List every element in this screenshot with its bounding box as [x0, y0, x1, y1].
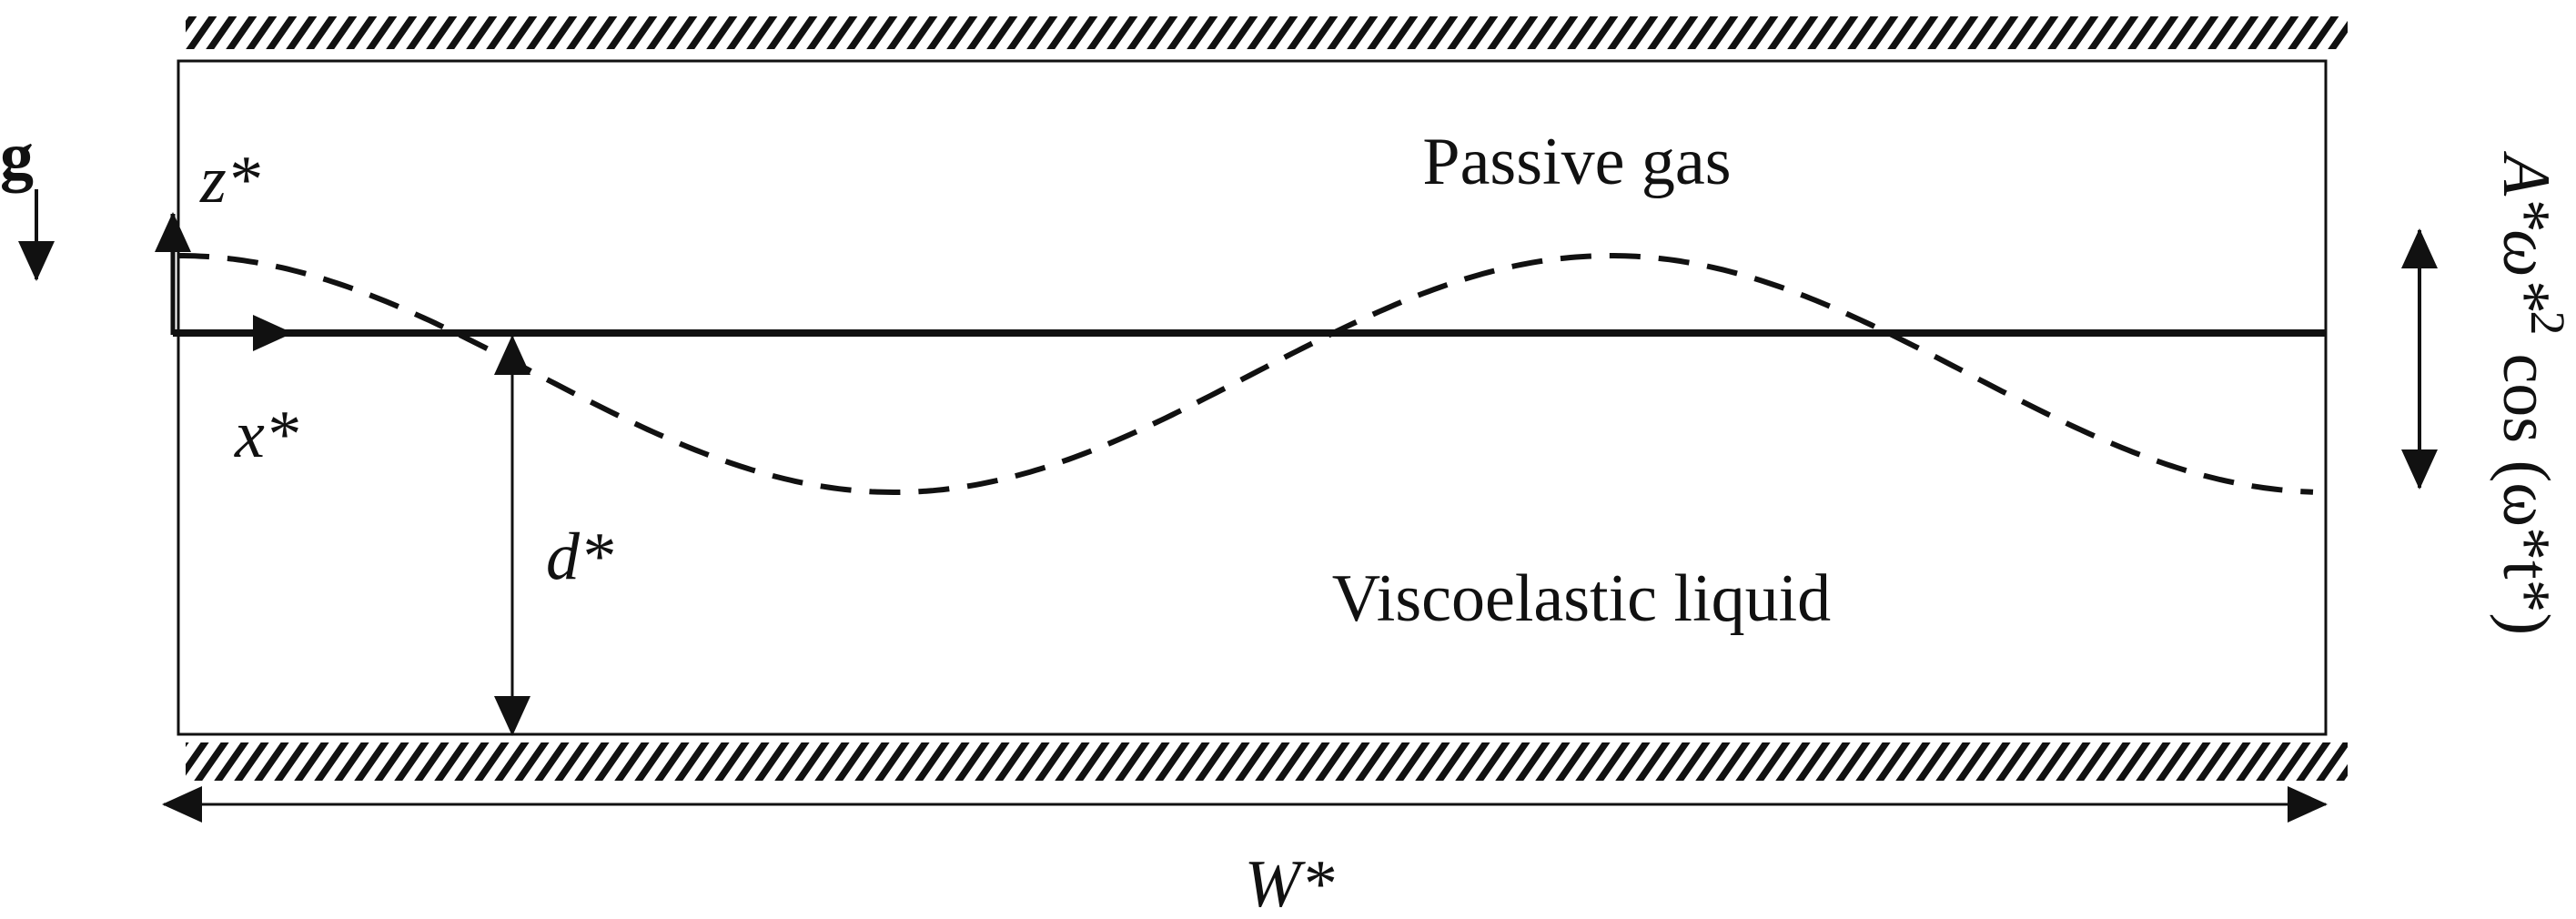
forcing-rest: cos (ω*t*) [2489, 353, 2563, 635]
x-axis-label: x* [234, 398, 298, 472]
gravity-label: g [0, 119, 34, 194]
forcing-base: A*ω* [2489, 150, 2563, 310]
width-label: W* [1245, 847, 1335, 919]
perturbed-interface [178, 253, 2314, 495]
liquid-label: Viscoelastic liquid [1332, 561, 1831, 636]
z-axis-label: z* [199, 143, 260, 217]
depth-label: d* [546, 520, 613, 594]
forcing-exponent: 2 [2520, 310, 2575, 335]
gas-label: Passive gas [1422, 125, 1731, 199]
forcing-label: A*ω*2 cos (ω*t*) [2489, 150, 2575, 635]
bottom-wall [186, 742, 2348, 781]
channel [177, 59, 2328, 736]
top-wall [186, 16, 2348, 49]
